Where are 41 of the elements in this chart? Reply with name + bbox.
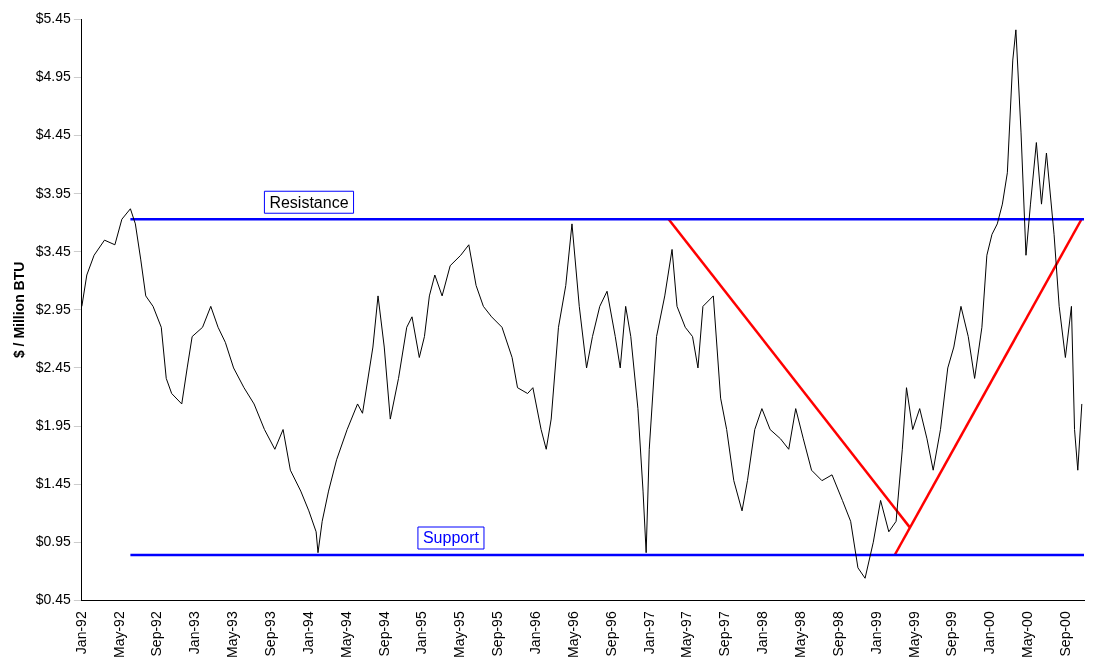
x-tick-label: May-92 [110,611,127,658]
y-tick-label: $4.95 [35,68,72,85]
x-tick-label: Jan-99 [867,611,884,655]
x-tick-label: Sep-94 [375,611,392,657]
x-tick-label: May-93 [224,611,241,658]
x-tick-label: May-95 [451,611,468,658]
x-tick-label: Jan-96 [527,611,543,655]
x-tick-label: Sep-00 [1057,611,1074,657]
y-axis-title: $ / Million BTU [11,261,28,359]
x-tick-label: Jan-98 [754,611,771,655]
x-tick-label: Jan-97 [640,611,657,655]
x-tick-label: May-99 [905,611,922,658]
x-tick-label: Sep-92 [148,611,165,657]
x-tick-label: May-00 [1019,611,1036,658]
x-tick-label: Sep-95 [489,611,506,657]
x-tick-label: May-98 [792,611,809,658]
x-tick-label: May-94 [337,611,354,658]
x-tick-label: May-96 [564,611,581,658]
x-tick-label: Jan-00 [981,611,998,655]
x-tick-label: Sep-98 [829,611,846,657]
y-tick-label: $1.45 [35,474,72,491]
x-tick-label: Jan-92 [72,611,89,655]
y-tick-label: $0.45 [35,591,72,608]
y-tick-label: $3.45 [35,242,72,259]
x-tick-label: Sep-97 [716,611,733,657]
y-tick-label: $4.45 [35,126,72,143]
y-tick-label: $2.45 [35,358,72,375]
x-tick-label: Jan-93 [186,611,203,655]
y-tick-label: $2.95 [35,300,72,317]
x-tick-label: May-97 [678,611,695,658]
x-tick-label: Sep-96 [602,611,619,657]
annotation: Resistance [269,193,349,211]
x-tick-label: Sep-99 [943,611,960,657]
annotation: Support [422,529,480,547]
y-tick-label: $0.95 [35,533,72,550]
y-tick-label: $5.45 [35,10,72,27]
y-tick-label: $1.95 [35,416,72,433]
x-tick-label: Jan-95 [413,611,430,655]
x-tick-label: Jan-94 [299,611,316,655]
x-tick-label: Sep-93 [261,611,278,657]
y-tick-label: $3.95 [35,184,72,201]
